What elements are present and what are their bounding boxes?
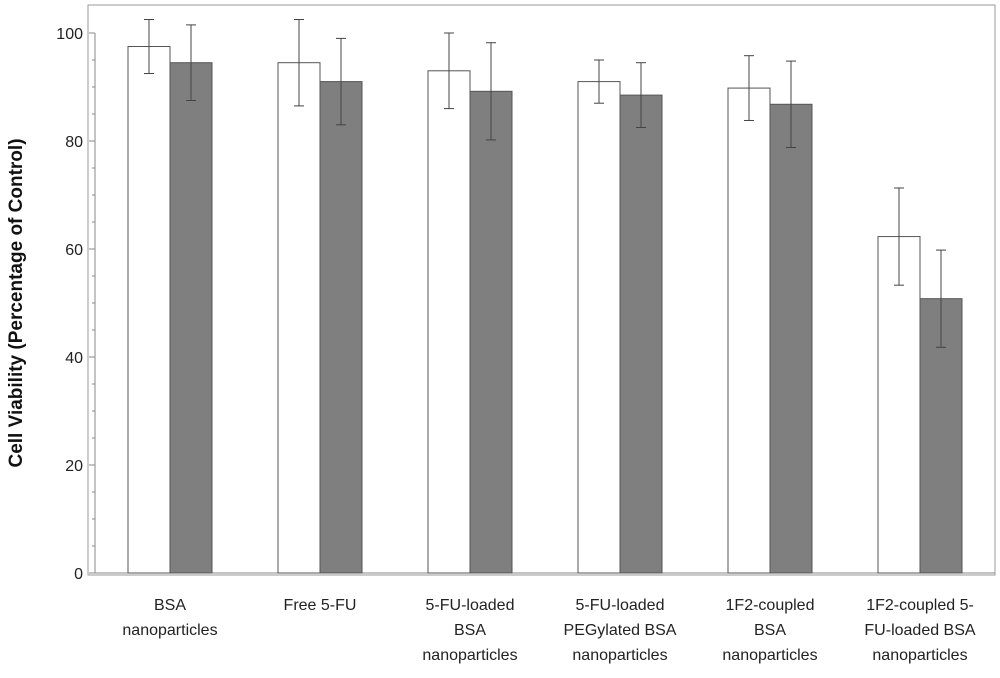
x-category-label: nanoparticles: [422, 647, 517, 664]
x-category-label: PEGylated BSA: [564, 622, 677, 639]
y-tick-label: 100: [56, 26, 83, 43]
y-tick-label: 60: [65, 242, 83, 259]
bar-series2-cat4: [619, 94, 663, 574]
bar-series1-cat6: [877, 236, 921, 574]
bar-series1-cat1: [127, 46, 171, 574]
x-category-label: nanoparticles: [872, 647, 967, 664]
x-category-label: 5-FU-loaded: [576, 597, 665, 614]
bar-series1-cat4: [577, 81, 621, 574]
bar-series2-cat1: [169, 62, 213, 574]
plot-frame: [87, 4, 996, 576]
x-category-label: nanoparticles: [722, 647, 817, 664]
bar-series1-cat5: [727, 87, 771, 574]
x-category-label: 1F2-coupled: [726, 597, 815, 614]
x-category-label: nanoparticles: [122, 622, 217, 639]
x-category-label: FU-loaded BSA: [864, 622, 975, 639]
y-tick-label: 20: [65, 458, 83, 475]
x-category-label: Free 5-FU: [284, 597, 357, 614]
x-category-label: BSA: [754, 622, 786, 639]
bar-series2-cat2: [319, 81, 363, 574]
bar-series1-cat2: [277, 62, 321, 574]
y-tick-label: 0: [74, 566, 83, 583]
x-axis-labels: BSA nanoparticles Free 5-FU 5-FU-loaded BSA n…: [122, 597, 975, 664]
y-axis: 0 20 40 60 80 100: [56, 26, 95, 583]
bar-series2-cat5: [769, 103, 813, 574]
y-tick-label: 80: [65, 134, 83, 151]
y-tick-label: 40: [65, 350, 83, 367]
y-axis-title: Cell Viability (Percentage of Control): [6, 138, 27, 467]
x-category-label: 1F2-coupled 5-: [866, 597, 974, 614]
x-category-label: BSA: [454, 622, 486, 639]
x-category-label: 5-FU-loaded: [426, 597, 515, 614]
x-category-label: nanoparticles: [572, 647, 667, 664]
bar-series2-cat3: [469, 90, 513, 574]
bars: [127, 19, 963, 574]
x-category-label: BSA: [154, 597, 186, 614]
bar-series1-cat3: [427, 70, 471, 574]
